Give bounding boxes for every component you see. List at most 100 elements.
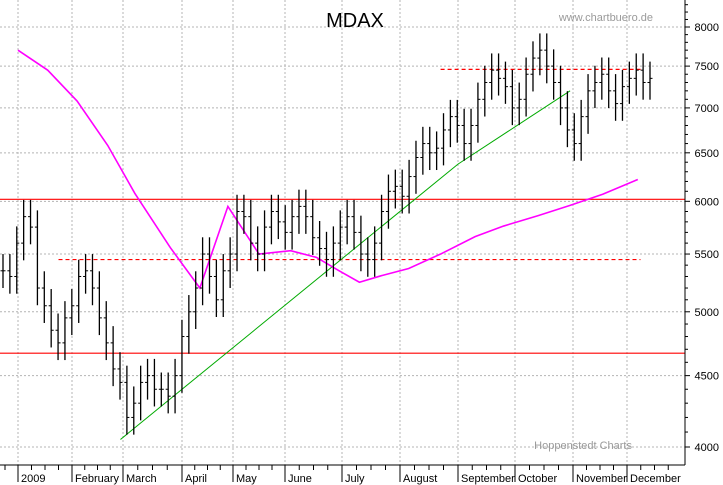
price-bar: [7, 254, 13, 294]
price-bar: [399, 169, 405, 214]
price-bar: [83, 254, 89, 294]
price-bars: [0, 33, 653, 435]
price-bar: [69, 289, 75, 336]
price-bar: [633, 53, 639, 96]
price-bar: [496, 53, 502, 96]
price-bar: [372, 226, 378, 277]
price-bar: [248, 199, 254, 261]
price-bar: [434, 131, 440, 171]
price-bar: [551, 49, 557, 100]
price-bar: [62, 301, 68, 361]
moving-average-line: [17, 49, 639, 290]
price-bar: [537, 33, 543, 76]
price-bar: [468, 108, 474, 161]
y-tick-label: 6500: [695, 148, 719, 160]
price-bar: [640, 53, 646, 100]
y-tick-label: 4500: [695, 371, 719, 383]
price-bar: [200, 237, 206, 306]
price-bar: [344, 199, 350, 245]
price-bar: [613, 74, 619, 121]
trend-line: [120, 90, 571, 440]
x-tick-label: 2009: [21, 473, 45, 485]
price-bar: [599, 57, 605, 100]
price-bar: [96, 271, 102, 336]
price-bar: [28, 199, 34, 245]
price-bar: [193, 271, 199, 329]
price-bar: [578, 99, 584, 161]
x-tick-label: September: [461, 473, 515, 485]
price-bar: [564, 91, 570, 148]
y-tick-label: 6000: [695, 196, 719, 208]
price-bar: [227, 237, 233, 289]
x-tick-label: March: [126, 473, 157, 485]
y-tick-label: 7000: [695, 103, 719, 115]
price-bar: [310, 199, 316, 255]
price-bar: [234, 194, 240, 272]
watermark-top: www.chartbuero.de: [558, 12, 653, 24]
price-bar: [392, 169, 398, 209]
x-tick-label: April: [185, 473, 207, 485]
x-tick-label: November: [576, 473, 627, 485]
y-tick-label: 7500: [695, 61, 719, 73]
watermark-bottom: Hoppenstedt Charts: [534, 440, 632, 452]
price-bar: [482, 65, 488, 117]
price-bar: [21, 199, 27, 261]
price-bar: [282, 205, 288, 250]
price-bar: [117, 352, 123, 400]
price-bar: [220, 254, 226, 317]
price-bar: [158, 372, 164, 407]
y-tick-label: 5000: [695, 307, 719, 319]
price-bar: [14, 226, 20, 294]
x-tick-label: August: [403, 473, 437, 485]
price-bar: [275, 194, 281, 240]
price-bar: [76, 259, 82, 323]
price-bar: [138, 365, 144, 421]
price-bar: [179, 319, 185, 393]
price-bar: [509, 69, 515, 126]
price-bar: [530, 41, 536, 92]
price-bar: [289, 199, 295, 250]
price-bar: [268, 194, 274, 245]
x-tick-label: December: [630, 473, 681, 485]
price-bar: [255, 226, 261, 272]
price-bar: [103, 301, 109, 361]
price-bar: [89, 254, 95, 306]
price-bar: [427, 126, 433, 171]
price-bar: [48, 289, 54, 348]
y-tick-label: 8000: [695, 22, 719, 34]
price-bar: [447, 99, 453, 148]
price-bar: [592, 65, 598, 109]
price-bar: [131, 386, 137, 435]
price-bar: [379, 194, 385, 261]
price-bar: [420, 126, 426, 175]
price-bar: [441, 113, 447, 166]
price-bar: [516, 82, 522, 126]
price-bar: [41, 271, 47, 323]
price-bar: [172, 358, 178, 414]
price-bar: [365, 237, 371, 277]
price-bar: [571, 113, 577, 161]
y-tick-label: 4000: [695, 442, 719, 454]
price-bar: [385, 174, 391, 229]
price-bar: [241, 194, 247, 234]
x-tick-label: July: [345, 473, 365, 485]
x-tick-label: May: [236, 473, 257, 485]
price-bar: [558, 65, 564, 126]
x-tick-label: October: [518, 473, 557, 485]
price-bar: [55, 313, 61, 361]
price-bar: [330, 226, 336, 277]
price-bar: [358, 215, 364, 272]
price-bar: [489, 53, 495, 100]
y-tick-label: 5500: [695, 249, 719, 261]
price-bar: [110, 326, 116, 387]
price-bar: [303, 189, 309, 234]
chart-title: MDAX: [326, 10, 384, 32]
price-bar: [213, 259, 219, 317]
price-bar: [475, 82, 481, 143]
price-bar: [262, 210, 268, 272]
price-bar: [454, 99, 460, 143]
price-bar: [502, 61, 508, 104]
price-bar: [337, 210, 343, 261]
